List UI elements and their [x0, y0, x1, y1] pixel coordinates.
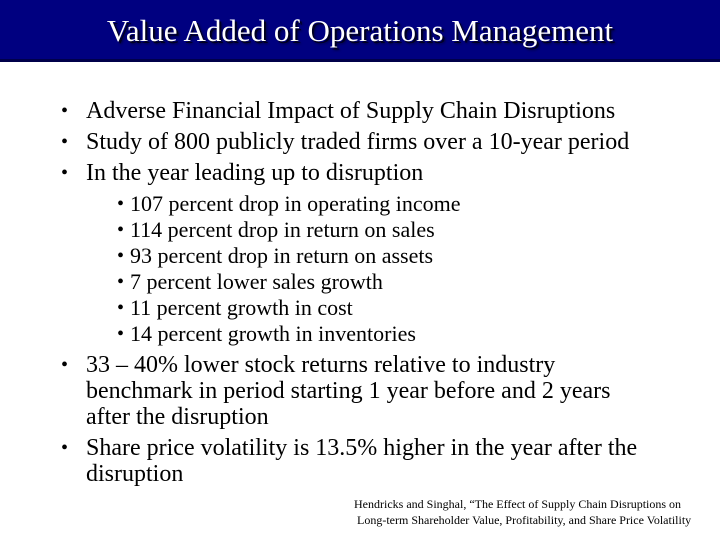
bullet-item: • 33 – 40% lower stock returns relative t… — [0, 352, 652, 430]
bullet-text: 93 percent drop in return on assets — [130, 243, 434, 268]
bullet-text: 33 – 40% lower stock returns relative to… — [86, 352, 611, 430]
bullet-item: • 11 percent growth in cost — [0, 295, 652, 321]
bullet-text: Study of 800 publicly traded firms over … — [86, 129, 630, 155]
bullet-icon: • — [117, 297, 125, 319]
bullet-item: • Study of 800 publicly traded firms over… — [0, 129, 652, 155]
bullet-icon: • — [61, 162, 69, 184]
bullet-item: • Share price volatility is 13.5% higher … — [0, 435, 652, 487]
bullet-icon: • — [61, 100, 69, 122]
title-bar: Value Added of Operations Management — [0, 0, 720, 62]
bullet-text: 114 percent drop in return on sales — [130, 217, 435, 242]
bullet-item: • 93 percent drop in return on assets — [0, 243, 652, 269]
slide-body: • Adverse Financial Impact of Supply Chai… — [0, 93, 720, 492]
bullet-item: • In the year leading up to disruption — [0, 160, 652, 186]
bullet-item: • Adverse Financial Impact of Supply Chai… — [0, 98, 652, 124]
bullet-item: • 114 percent drop in return on sales — [0, 217, 652, 243]
bullet-text: 14 percent growth in inventories — [130, 321, 416, 346]
bullet-text: 7 percent lower sales growth — [130, 269, 383, 294]
bullet-item: • 14 percent growth in inventories — [0, 321, 652, 347]
bullet-text: In the year leading up to disruption — [86, 160, 424, 186]
bullet-icon: • — [61, 437, 69, 459]
bullet-icon: • — [117, 271, 125, 293]
bullet-text: Share price volatility is 13.5% higher i… — [86, 435, 638, 487]
bullet-icon: • — [61, 354, 69, 376]
citation-line-2: Long-term Shareholder Value, Profitabili… — [357, 513, 692, 527]
citation-line-1: Hendricks and Singhal, “The Effect of Su… — [354, 497, 682, 511]
bullet-text: Adverse Financial Impact of Supply Chain… — [86, 98, 616, 124]
bullet-icon: • — [117, 193, 125, 215]
citation: Hendricks and Singhal, “The Effect of Su… — [354, 496, 691, 528]
bullet-icon: • — [117, 323, 125, 345]
bullet-item: • 107 percent drop in operating income — [0, 191, 652, 217]
bullet-text: 107 percent drop in operating income — [130, 191, 461, 216]
bullet-item: • 7 percent lower sales growth — [0, 269, 652, 295]
bullet-list: • Adverse Financial Impact of Supply Chai… — [0, 98, 652, 487]
bullet-icon: • — [117, 245, 125, 267]
bullet-text: 11 percent growth in cost — [130, 295, 353, 320]
bullet-icon: • — [61, 131, 69, 153]
bullet-icon: • — [117, 219, 125, 241]
slide-title: Value Added of Operations Management — [106, 12, 614, 48]
